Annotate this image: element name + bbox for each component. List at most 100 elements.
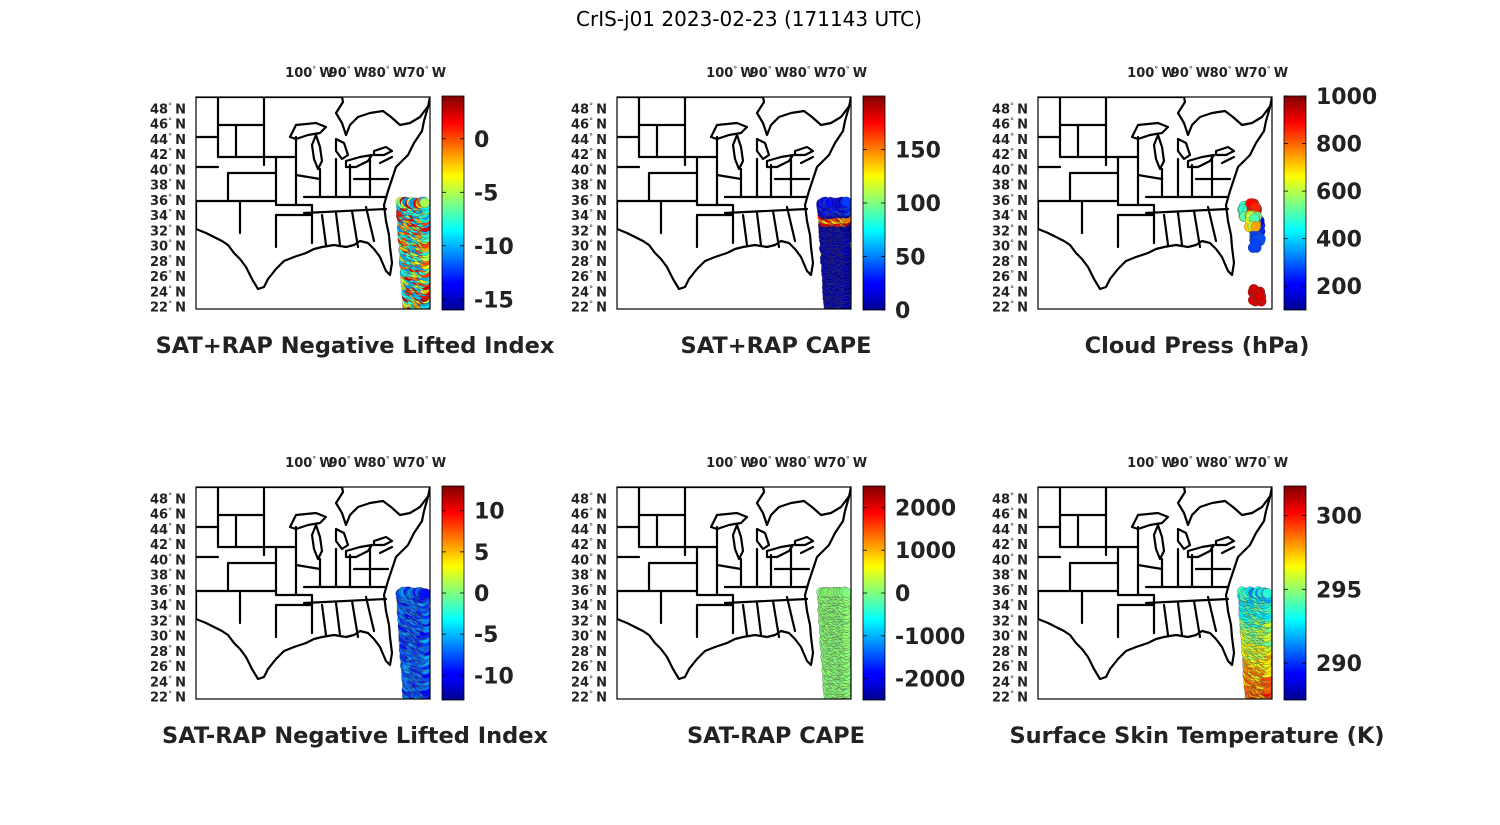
lat-tick-label: 42° N [150, 537, 186, 553]
map-frame [1037, 96, 1273, 310]
lat-tick-label: 28° N [150, 254, 186, 270]
colorbar [1283, 95, 1307, 311]
lon-tick-label: 100° W [706, 65, 754, 81]
lat-tick-label: 24° N [992, 674, 1028, 690]
colorbar-tick-label: 200 [1316, 275, 1362, 300]
colorbar-tick-label: 0 [474, 582, 489, 607]
map-frame [1037, 486, 1273, 700]
lat-tick-label: 24° N [571, 284, 607, 300]
lat-tick-label: 30° N [992, 629, 1028, 645]
panel-title: SAT+RAP CAPE [681, 333, 872, 359]
swath-points [816, 586, 851, 699]
lat-tick-label: 26° N [150, 269, 186, 285]
lat-tick-label: 42° N [992, 537, 1028, 553]
lat-tick-label: 32° N [571, 223, 607, 239]
lat-tick-label: 38° N [992, 178, 1028, 194]
map-panel-2: 100° W90° W 80° W 70° W 48° N46° N44° N42° N40° N38°… [571, 65, 941, 359]
colorbar-tick-label: 600 [1316, 180, 1362, 205]
colorbar-tick-label: 0 [895, 582, 910, 607]
lon-tick-label: 80° W [1210, 65, 1249, 81]
swath-point [419, 197, 430, 208]
lat-tick-label: 44° N [150, 522, 186, 538]
lat-tick-label: 24° N [150, 674, 186, 690]
colorbar-tick-label: -1000 [895, 625, 965, 650]
lat-tick-label: 34° N [150, 208, 186, 224]
colorbar-tick-label: 800 [1316, 133, 1362, 158]
map-panel-6: 100° W90° W 80° W 70° W 48° N46° N44° N42° N40° N38°… [992, 455, 1385, 749]
panel-title: Surface Skin Temperature (K) [1009, 723, 1384, 749]
map-background [617, 487, 851, 699]
swath-points [395, 586, 430, 699]
lon-tick-label: 80° W [789, 65, 828, 81]
lat-tick-label: 38° N [992, 568, 1028, 584]
lat-tick-label: 22° N [571, 300, 607, 316]
lon-tick-label: 100° W [1127, 455, 1175, 471]
swath-point [841, 587, 851, 598]
lat-tick-label: 28° N [571, 644, 607, 660]
lat-tick-label: 42° N [150, 147, 186, 163]
lon-tick-label: 90° W [750, 455, 789, 471]
swath-point [1253, 290, 1265, 302]
lat-tick-label: 22° N [150, 690, 186, 706]
colorbar-tick-label: -10 [474, 664, 514, 689]
colorbar-tick-label: 10 [474, 500, 505, 525]
lat-tick-label: 32° N [150, 613, 186, 629]
lat-tick-label: 48° N [150, 101, 186, 117]
swath-point [841, 196, 851, 207]
colorbar [1283, 485, 1307, 701]
lon-tick-label: 70° W [1249, 65, 1288, 81]
lat-tick-label: 44° N [992, 522, 1028, 538]
lat-tick-label: 32° N [571, 613, 607, 629]
map-background [196, 97, 430, 309]
colorbar-tick-label: 295 [1316, 578, 1362, 603]
colorbar-tick-label: 100 [895, 192, 941, 217]
map-panel-1: 100° W90° W 80° W 70° W 48° N46° N44° N42° N40° N38°… [150, 65, 555, 359]
colorbar-tick-label: 5 [474, 541, 489, 566]
lat-tick-label: 30° N [150, 239, 186, 255]
lat-tick-label: 46° N [992, 117, 1028, 133]
lat-tick-label: 36° N [150, 583, 186, 599]
colorbar [441, 95, 465, 311]
lat-tick-label: 44° N [150, 132, 186, 148]
panel-title: SAT+RAP Negative Lifted Index [156, 333, 555, 359]
lat-tick-label: 40° N [992, 552, 1028, 568]
map-frame [616, 96, 852, 310]
swath-point [420, 588, 430, 599]
lat-tick-label: 22° N [992, 690, 1028, 706]
colorbar-tick-label: 400 [1316, 228, 1362, 253]
lat-tick-label: 48° N [571, 101, 607, 117]
lat-tick-label: 40° N [571, 162, 607, 178]
lat-tick-label: 40° N [992, 162, 1028, 178]
panel-title: SAT-RAP Negative Lifted Index [162, 723, 548, 749]
lat-tick-label: 22° N [571, 690, 607, 706]
map-background [1038, 487, 1272, 699]
lat-tick-label: 48° N [992, 101, 1028, 117]
lat-tick-label: 48° N [150, 491, 186, 507]
lon-tick-label: 90° W [1171, 65, 1210, 81]
lat-tick-label: 46° N [150, 507, 186, 523]
lat-tick-label: 24° N [571, 674, 607, 690]
lon-tick-label: 70° W [828, 455, 867, 471]
lon-tick-label: 80° W [1210, 455, 1249, 471]
lon-tick-label: 90° W [329, 455, 368, 471]
lon-tick-label: 80° W [789, 455, 828, 471]
swath-points [395, 196, 430, 309]
swath-point [1250, 221, 1261, 232]
colorbar-tick-label: 1000 [1316, 85, 1377, 110]
lat-tick-label: 28° N [992, 254, 1028, 270]
lon-tick-label: 80° W [368, 65, 407, 81]
lat-tick-label: 46° N [571, 117, 607, 133]
swath-point [1262, 588, 1272, 599]
lat-tick-label: 36° N [992, 193, 1028, 209]
colorbar-tick-label: 150 [895, 139, 941, 164]
map-panel-3: 100° W90° W 80° W 70° W 48° N46° N44° N42° N40° N38°… [992, 65, 1377, 359]
swath-point [1250, 237, 1262, 249]
colorbar-tick-label: 0 [895, 299, 910, 324]
lat-tick-label: 44° N [571, 522, 607, 538]
lon-tick-label: 80° W [368, 455, 407, 471]
lat-tick-label: 30° N [571, 239, 607, 255]
lat-tick-label: 34° N [992, 598, 1028, 614]
lat-tick-label: 46° N [992, 507, 1028, 523]
lat-tick-label: 32° N [992, 223, 1028, 239]
lat-tick-label: 26° N [571, 269, 607, 285]
